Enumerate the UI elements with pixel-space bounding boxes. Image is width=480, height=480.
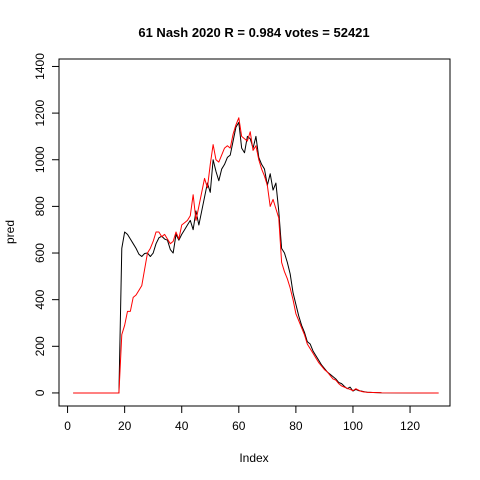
plot-frame (58, 58, 451, 407)
x-tick-label: 60 (232, 419, 246, 433)
y-axis-label: pred (3, 220, 17, 244)
chart-title: 61 Nash 2020 R = 0.984 votes = 52421 (138, 25, 369, 40)
y-tick-label: 200 (33, 336, 47, 356)
x-tick-label: 80 (289, 419, 303, 433)
y-axis: 0 200 400 600 800 1000 1200 1400 (33, 53, 60, 396)
y-tick-label: 400 (33, 289, 47, 309)
y-tick-label: 1400 (33, 53, 47, 80)
x-tick-label: 40 (175, 419, 189, 433)
x-axis-label: Index (239, 451, 268, 465)
y-tick-label: 800 (33, 196, 47, 216)
series-layer (73, 117, 439, 394)
y-tick-label: 0 (33, 389, 47, 396)
series-line-1 (73, 121, 439, 394)
x-tick-label: 0 (64, 419, 71, 433)
y-tick-label: 1200 (33, 99, 47, 126)
x-tick-label: 100 (343, 419, 363, 433)
series-line-2 (73, 117, 439, 394)
x-tick-label: 20 (118, 419, 132, 433)
x-tick-label: 120 (400, 419, 420, 433)
y-tick-label: 1000 (33, 146, 47, 173)
x-axis: 0 20 40 60 80 100 120 (64, 405, 420, 433)
y-tick-label: 600 (33, 243, 47, 263)
